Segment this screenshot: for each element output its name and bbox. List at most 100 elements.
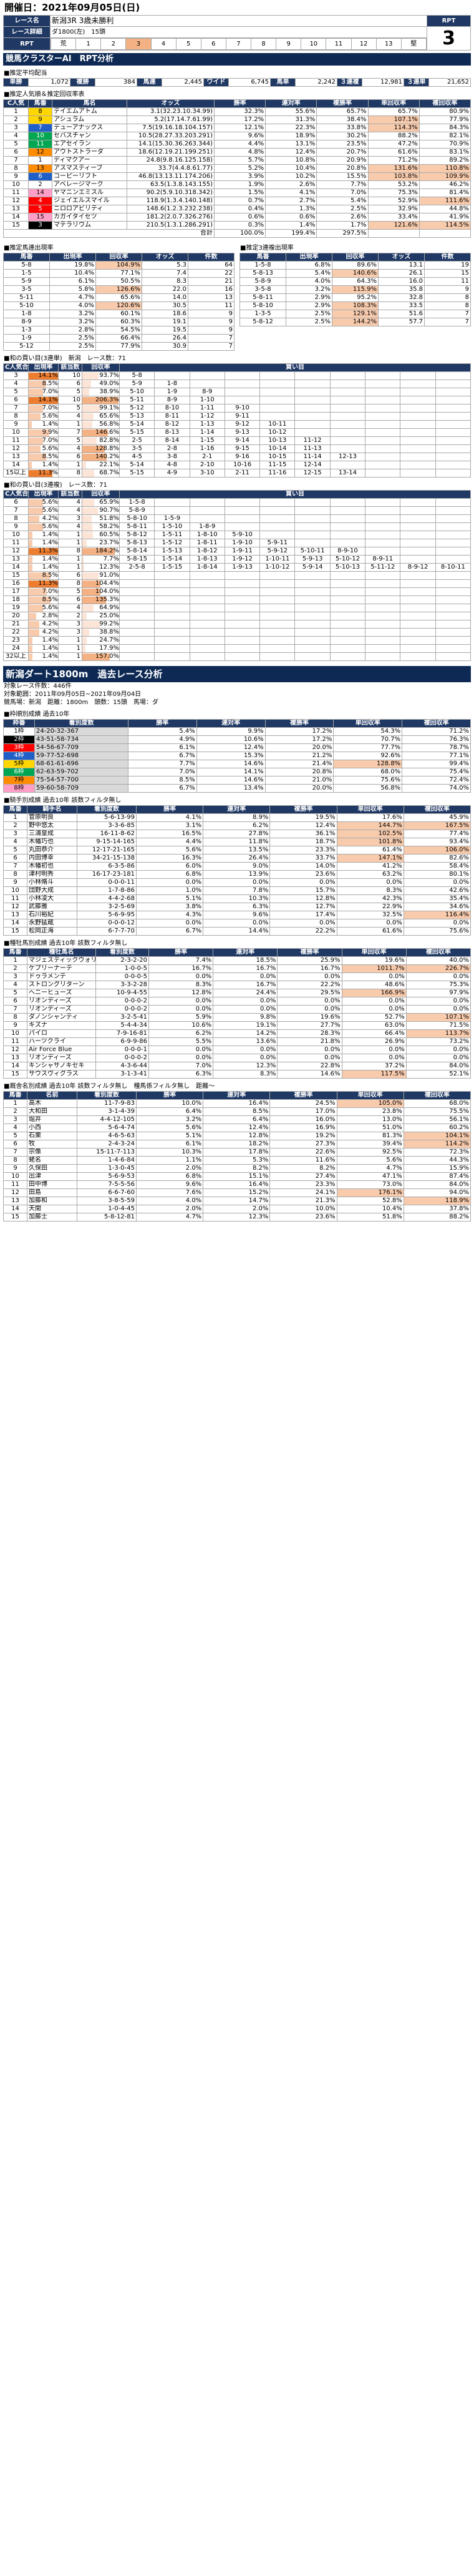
date-title: 開催日：2021年09月05日(日) bbox=[4, 2, 140, 13]
table-cell: 8 bbox=[3, 870, 27, 879]
count-cell: 3 bbox=[58, 514, 82, 523]
bet-combo bbox=[365, 506, 401, 515]
s1-sub: ■推定人気順＆推定回収率表 bbox=[4, 91, 85, 98]
bet-combo bbox=[189, 612, 225, 620]
rate-cell: 4.4% bbox=[213, 140, 266, 149]
table-row: 16 11.3% 8 104.4% bbox=[3, 579, 472, 588]
table-cell: 21.0% bbox=[264, 776, 334, 785]
return-cell: 38.9% bbox=[82, 388, 120, 396]
table-cell: 52.7% bbox=[341, 1013, 407, 1022]
count-cell: 4 bbox=[58, 444, 82, 453]
bet-combo: 5-12 bbox=[119, 404, 155, 413]
rate-bar bbox=[29, 470, 52, 477]
bet-combo bbox=[224, 506, 261, 515]
rpt-scale: 荒 1 2 3 4 5 6 7 8 9 10 11 12 13 堅 bbox=[51, 38, 427, 50]
table-cell: 2-3-2-20 bbox=[95, 956, 149, 965]
rate-cell: 65.7% bbox=[367, 107, 420, 116]
bet-combo bbox=[154, 579, 190, 588]
table-cell: 21.3% bbox=[269, 1197, 337, 1205]
table-cell: 9.0% bbox=[203, 862, 271, 871]
return-cell: 51.8% bbox=[82, 514, 120, 523]
return-cell: 184.2% bbox=[82, 547, 120, 556]
table-cell: 89.6% bbox=[332, 261, 379, 270]
horse-name: カガイタイセツ bbox=[52, 213, 127, 222]
rate-cell: 121.6% bbox=[367, 221, 420, 230]
bet-combo: 8-10 bbox=[154, 404, 190, 413]
table-cell: 5 bbox=[3, 989, 27, 997]
rate-cell: 81.4% bbox=[418, 189, 472, 197]
bet-combo bbox=[294, 604, 331, 612]
column-header: 着別度数 bbox=[77, 1091, 137, 1100]
table-row: 9 久保田 1-3-0-45 2.0% 8.2% 8.2% 4.7% 15.9% bbox=[3, 1164, 472, 1173]
bet-combo bbox=[435, 371, 472, 380]
sum-cell: 7 bbox=[3, 404, 29, 413]
table-row: 14 15 カガイタイセツ 181.2(2.0.7.326.276) 0.6% 0.6% 2… bbox=[3, 213, 472, 222]
bet-combo bbox=[294, 498, 331, 507]
horse-number: 14 bbox=[28, 189, 52, 197]
column-header: 複回収率 bbox=[405, 948, 472, 957]
table-cell: 10 bbox=[3, 1029, 27, 1038]
count-cell: 2 bbox=[58, 612, 82, 620]
return-bar bbox=[82, 462, 87, 469]
sum-cell: 8 bbox=[3, 514, 29, 523]
table-cell: 128.8% bbox=[333, 760, 403, 768]
table-row: 23 1.4% 1 24.7% bbox=[3, 636, 472, 645]
table-cell: 6 bbox=[3, 854, 27, 863]
rate-cell: 18.9% bbox=[265, 132, 317, 140]
return-bar bbox=[82, 413, 94, 420]
table-cell: 14.6% bbox=[196, 760, 266, 768]
rate-cell: 12.1% bbox=[213, 124, 266, 132]
table-cell: 5.3% bbox=[203, 1156, 271, 1165]
table-row: 1-8 3.2% 60.1% 18.6 9 bbox=[3, 310, 235, 318]
count-cell: 4 bbox=[58, 604, 82, 612]
rate-cell: 75.3% bbox=[367, 189, 420, 197]
meta-cond: 競馬場：新潟 距離：1800m 頭数：15頭 馬場：ダ bbox=[4, 699, 158, 706]
table-cell: 6.3% bbox=[148, 1070, 214, 1079]
table-cell: 9 bbox=[188, 326, 235, 335]
rate-cell: 20.8% bbox=[316, 164, 369, 173]
bet-combo: 8-9 bbox=[189, 388, 225, 396]
table-cell: 43-51-58-734 bbox=[34, 735, 128, 744]
table-cell: 13 bbox=[188, 293, 235, 302]
table-cell: 7.0% bbox=[128, 768, 197, 776]
bet-combo bbox=[259, 404, 296, 413]
table-cell: 20.0% bbox=[264, 743, 334, 752]
bet-combo bbox=[294, 420, 331, 429]
rate-cell: 32.3% bbox=[213, 107, 266, 116]
bet-combo bbox=[329, 612, 366, 620]
s3-title: ■推定3連複出現率 bbox=[240, 245, 294, 252]
table-cell: 4.0% bbox=[49, 301, 96, 310]
odds-cell: 118.9(1.3.4.140.148) bbox=[127, 197, 215, 205]
rpt-scale-label: RPT bbox=[3, 37, 51, 51]
bet-combo bbox=[294, 636, 331, 645]
table-cell: 117.5% bbox=[341, 1070, 407, 1079]
odds-cell: 210.5(1.3.1.286.291) bbox=[127, 221, 215, 230]
sum-cell: 22 bbox=[3, 628, 29, 637]
bet-combo: 5-8-14 bbox=[119, 547, 155, 556]
table-cell: 40.0% bbox=[405, 956, 472, 965]
table-row: 8枠 59-60-58-709 6.7% 13.4% 20.0% 56.8% 74.0% bbox=[3, 784, 471, 793]
bet-combo bbox=[294, 514, 331, 523]
horse-name: デューアナックス bbox=[52, 124, 127, 132]
rate-cell: 89.2% bbox=[418, 156, 472, 165]
column-header: 該当数 bbox=[58, 363, 82, 372]
column-header: 種牡馬名 bbox=[27, 948, 96, 957]
return-cell: 99.1% bbox=[82, 404, 120, 413]
bet-combo: 10-15 bbox=[259, 453, 296, 461]
horse-name: マテラリウム bbox=[52, 221, 127, 230]
rate-cell: 13.1% bbox=[265, 140, 317, 149]
table-cell: 3.2% bbox=[286, 285, 332, 294]
section-title-past: 新潟ダート1800m 過去レース分析 bbox=[3, 666, 471, 682]
table-cell: 24.4% bbox=[213, 989, 278, 997]
rate-cell: 5.6% bbox=[28, 522, 59, 531]
bet-combo: 5-11 bbox=[119, 396, 155, 404]
bet-combo: 5-8-10 bbox=[119, 514, 155, 523]
table-cell: 114.2% bbox=[403, 1140, 472, 1148]
return-bar bbox=[82, 556, 84, 563]
table-cell: 75-54-57-700 bbox=[34, 776, 128, 785]
table-cell: 16 bbox=[188, 285, 235, 294]
bet-combo bbox=[119, 587, 155, 596]
table-cell: 3.2% bbox=[135, 1115, 204, 1124]
horse-number: 5 bbox=[28, 205, 52, 213]
table-cell: 2 bbox=[3, 964, 27, 973]
